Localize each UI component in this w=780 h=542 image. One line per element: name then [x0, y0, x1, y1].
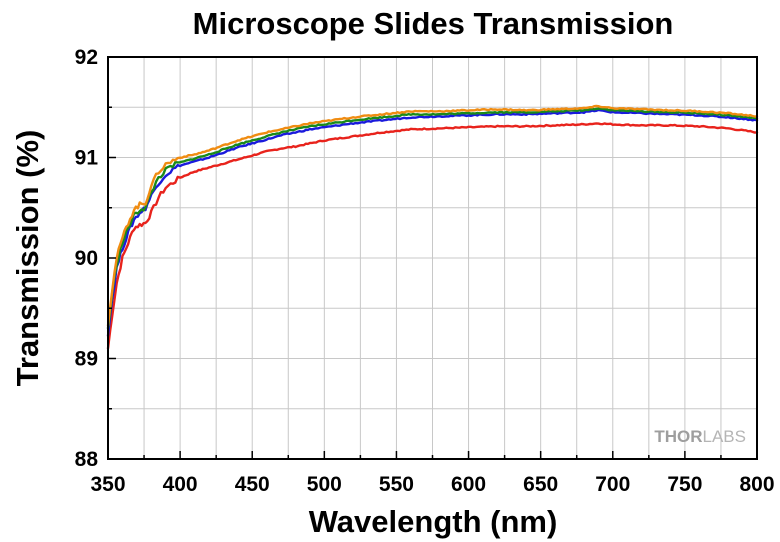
y-tick-label: 92: [75, 46, 98, 69]
y-tick-label: 89: [75, 348, 98, 371]
x-tick-label: 350: [90, 473, 125, 496]
x-tick-label: 800: [739, 473, 774, 496]
series-line: [106, 107, 759, 330]
x-tick-label: 500: [307, 473, 342, 496]
x-tick-label: 650: [523, 473, 558, 496]
watermark-part2: LABS: [703, 427, 746, 446]
series-line: [106, 108, 759, 338]
x-tick-label: 400: [163, 473, 198, 496]
watermark-part1: THOR: [654, 427, 702, 446]
chart-title: Microscope Slides Transmission: [193, 6, 674, 41]
series-line: [106, 104, 759, 327]
x-tick-label: 550: [379, 473, 414, 496]
ticks: [107, 56, 758, 460]
y-tick-labels: 88 89 90 91 92: [75, 46, 99, 471]
x-tick-label: 450: [235, 473, 270, 496]
series-layer: [106, 104, 759, 350]
x-axis-label: Wavelength (nm): [309, 504, 558, 539]
series-line: [106, 122, 759, 350]
x-tick-label: 700: [595, 473, 630, 496]
y-tick-label: 88: [75, 448, 99, 471]
y-axis-label: Transmission (%): [10, 130, 45, 387]
watermark-logo: THORLABS: [654, 427, 746, 446]
y-tick-label: 91: [75, 147, 99, 170]
y-tick-label: 90: [75, 247, 98, 270]
x-tick-labels: 350 400 450 500 550 600 650 700 750 800: [90, 473, 774, 496]
x-tick-label: 750: [667, 473, 702, 496]
x-tick-label: 600: [451, 473, 486, 496]
